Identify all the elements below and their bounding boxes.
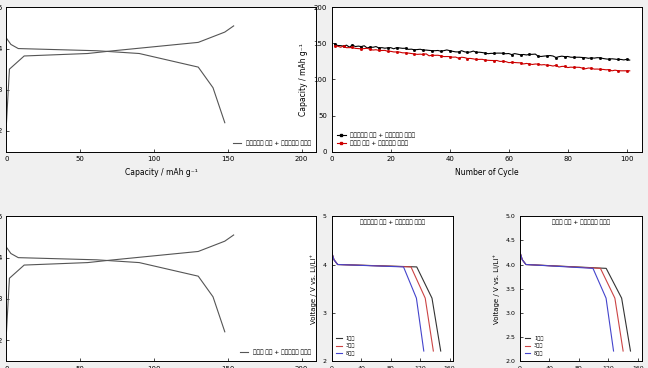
X-axis label: Number of Cycle: Number of Cycle [455,168,518,177]
Text: 강원대학교 음극 + 옵산대학교 바인더: 강원대학교 음극 + 옵산대학교 바인더 [360,219,425,225]
Legend: 강원대학교 음극 + 옵산대학교 바인더: 강원대학교 음극 + 옵산대학교 바인더 [230,138,314,149]
Legend: 1주기, 3주기, 8주기: 1주기, 3주기, 8주기 [334,334,357,358]
Y-axis label: Capacity / mAh g⁻¹: Capacity / mAh g⁻¹ [299,43,308,116]
Legend: 1주기, 3주기, 8주기: 1주기, 3주기, 8주기 [522,334,546,358]
X-axis label: Capacity / mAh g⁻¹: Capacity / mAh g⁻¹ [125,168,198,177]
Legend: 강원대학교 음극 + 옵산대학교 바인더, 상용화 음극 + 옵산대학교 바인더: 강원대학교 음극 + 옵산대학교 바인더, 상용화 음극 + 옵산대학교 바인더 [334,130,418,149]
Text: 상용화 음극 + 옵산대학교 바인더: 상용화 음극 + 옵산대학교 바인더 [552,219,610,225]
Legend: 상용화 음극 + 옵산대학교 바인더: 상용화 음극 + 옵산대학교 바인더 [237,347,314,358]
Y-axis label: Voltage / V vs. Li/Li⁺: Voltage / V vs. Li/Li⁺ [310,254,318,323]
Y-axis label: Voltage / V vs. Li/Li⁺: Voltage / V vs. Li/Li⁺ [493,254,500,323]
